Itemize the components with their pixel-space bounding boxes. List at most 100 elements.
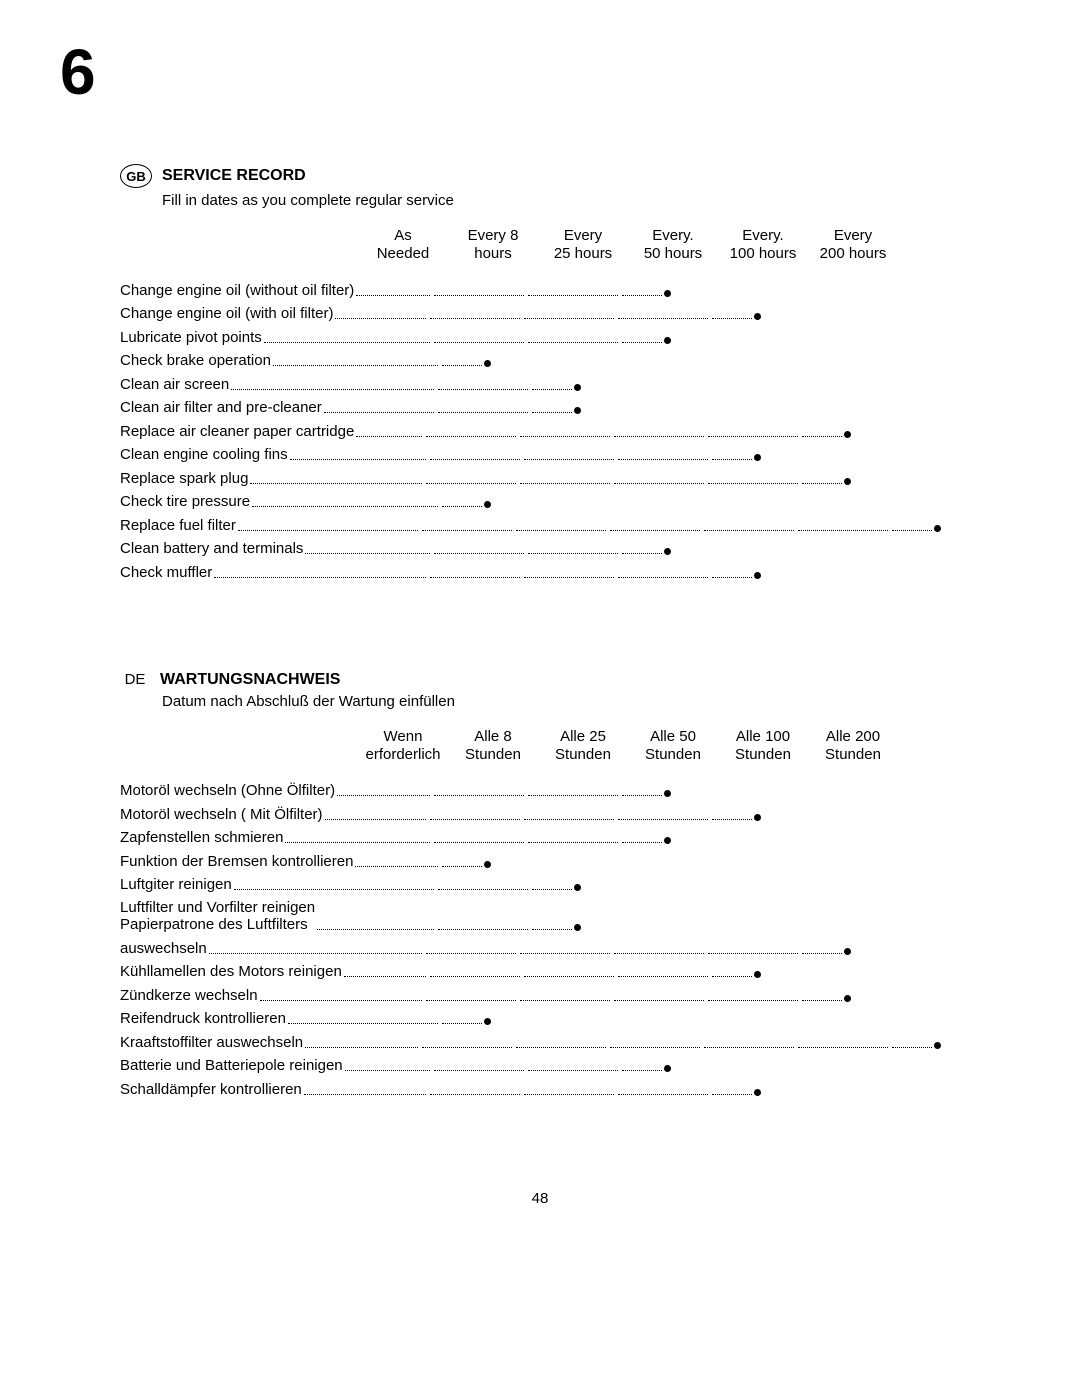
- interval-cell: [530, 916, 620, 934]
- row-label: Lubricate pivot points: [120, 329, 262, 346]
- dotted-leader: [288, 1010, 438, 1025]
- grid-row: Reifendruck kontrollieren: [120, 1010, 980, 1028]
- dotted-leader: [356, 281, 430, 296]
- dotted-leader: [520, 939, 610, 954]
- interval-cell: [710, 305, 800, 323]
- dotted-leader: [704, 516, 794, 531]
- dotted-leader: [345, 1057, 430, 1072]
- dotted-leader: [528, 328, 618, 343]
- grid-row: Clean engine cooling fins: [120, 446, 980, 464]
- dotted-leader: [442, 852, 482, 867]
- dotted-leader: [618, 963, 708, 978]
- grid-column-header: Alle 50 Stunden: [628, 728, 718, 764]
- row-label: Clean air filter and pre-cleaner: [120, 399, 322, 416]
- dotted-leader: [712, 563, 752, 578]
- dotted-leader: [622, 829, 662, 844]
- interval-cell: [800, 469, 890, 487]
- bullet-icon: [664, 790, 671, 797]
- interval-cell: [620, 281, 710, 299]
- dotted-leader: [430, 963, 520, 978]
- dotted-leader: [524, 305, 614, 320]
- section-title: WARTUNGSNACHWEIS: [160, 671, 340, 689]
- dotted-leader: [614, 986, 704, 1001]
- bullet-icon: [574, 924, 581, 931]
- interval-cell: [440, 352, 530, 370]
- grid-row: Check tire pressure: [120, 493, 980, 511]
- dotted-leader: [520, 986, 610, 1001]
- section-subtitle: Datum nach Abschluß der Wartung einfülle…: [162, 693, 980, 710]
- dotted-leader: [622, 1057, 662, 1072]
- row-label: Clean air screen: [120, 376, 229, 393]
- grid-column-header: Every 200 hours: [808, 227, 898, 263]
- section-header: DE WARTUNGSNACHWEIS: [120, 671, 980, 689]
- grid-row: Funktion der Bremsen kontrollieren: [120, 852, 980, 870]
- dotted-leader: [528, 1057, 618, 1072]
- dotted-leader: [324, 399, 434, 414]
- row-label: Batterie und Batteriepole reinigen: [120, 1057, 343, 1074]
- dotted-leader: [434, 281, 524, 296]
- bullet-icon: [754, 454, 761, 461]
- grid-header-row: Wenn erforderlichAlle 8 StundenAlle 25 S…: [120, 728, 980, 764]
- dotted-leader: [434, 1057, 524, 1072]
- dotted-leader: [422, 1033, 512, 1048]
- dotted-leader: [802, 939, 842, 954]
- dotted-leader: [524, 963, 614, 978]
- dotted-leader: [305, 540, 430, 555]
- interval-cell: [620, 328, 710, 346]
- dotted-leader: [802, 469, 842, 484]
- interval-cell: [800, 986, 890, 1004]
- grid-column-header: Every. 50 hours: [628, 227, 718, 263]
- dotted-leader: [273, 352, 438, 367]
- bullet-icon: [754, 1089, 761, 1096]
- grid-row: Motoröl wechseln ( Mit Ölfilter): [120, 805, 980, 823]
- dotted-leader: [708, 939, 798, 954]
- dotted-leader: [325, 805, 426, 820]
- row-label: Luftgiter reinigen: [120, 876, 232, 893]
- interval-cell: [800, 939, 890, 957]
- interval-cell: [710, 805, 800, 823]
- grid-column-header: Every 25 hours: [538, 227, 628, 263]
- dotted-leader: [802, 986, 842, 1001]
- language-code: DE: [120, 671, 150, 688]
- dotted-leader: [618, 305, 708, 320]
- interval-cell: [620, 829, 710, 847]
- bullet-icon: [484, 360, 491, 367]
- interval-cell: [800, 422, 890, 440]
- bullet-icon: [664, 1065, 671, 1072]
- dotted-leader: [524, 446, 614, 461]
- bullet-icon: [574, 407, 581, 414]
- row-label: Replace air cleaner paper cartridge: [120, 423, 354, 440]
- bullet-icon: [754, 572, 761, 579]
- row-label: Funktion der Bremsen kontrollieren: [120, 853, 353, 870]
- dotted-leader: [430, 805, 520, 820]
- row-label: Clean battery and terminals: [120, 540, 303, 557]
- grid-row: Clean battery and terminals: [120, 540, 980, 558]
- dotted-leader: [250, 469, 422, 484]
- grid-header-spacer: [120, 728, 358, 764]
- dotted-leader: [708, 422, 798, 437]
- page: 6 GBSERVICE RECORDFill in dates as you c…: [0, 0, 1080, 1397]
- dotted-leader: [209, 939, 422, 954]
- bullet-icon: [844, 948, 851, 955]
- dotted-leader: [214, 563, 426, 578]
- dotted-leader: [622, 782, 662, 797]
- row-label: Kraaftstoffilter auswechseln: [120, 1034, 303, 1051]
- dotted-leader: [712, 1080, 752, 1095]
- grid-row: Schalldämpfer kontrollieren: [120, 1080, 980, 1098]
- interval-cell: [440, 1010, 530, 1028]
- dotted-leader: [426, 422, 516, 437]
- dotted-leader: [252, 493, 438, 508]
- dotted-leader: [344, 963, 426, 978]
- bullet-icon: [754, 814, 761, 821]
- interval-cell: [710, 1080, 800, 1098]
- section-header: GBSERVICE RECORD: [120, 164, 980, 188]
- chapter-number: 6: [60, 40, 980, 104]
- section-title: SERVICE RECORD: [162, 167, 306, 185]
- dotted-leader: [337, 782, 430, 797]
- bullet-icon: [484, 501, 491, 508]
- dotted-leader: [434, 829, 524, 844]
- interval-cell: [440, 852, 530, 870]
- interval-cell: [440, 493, 530, 511]
- grid-row: Clean air filter and pre-cleaner: [120, 399, 980, 417]
- dotted-leader: [264, 328, 430, 343]
